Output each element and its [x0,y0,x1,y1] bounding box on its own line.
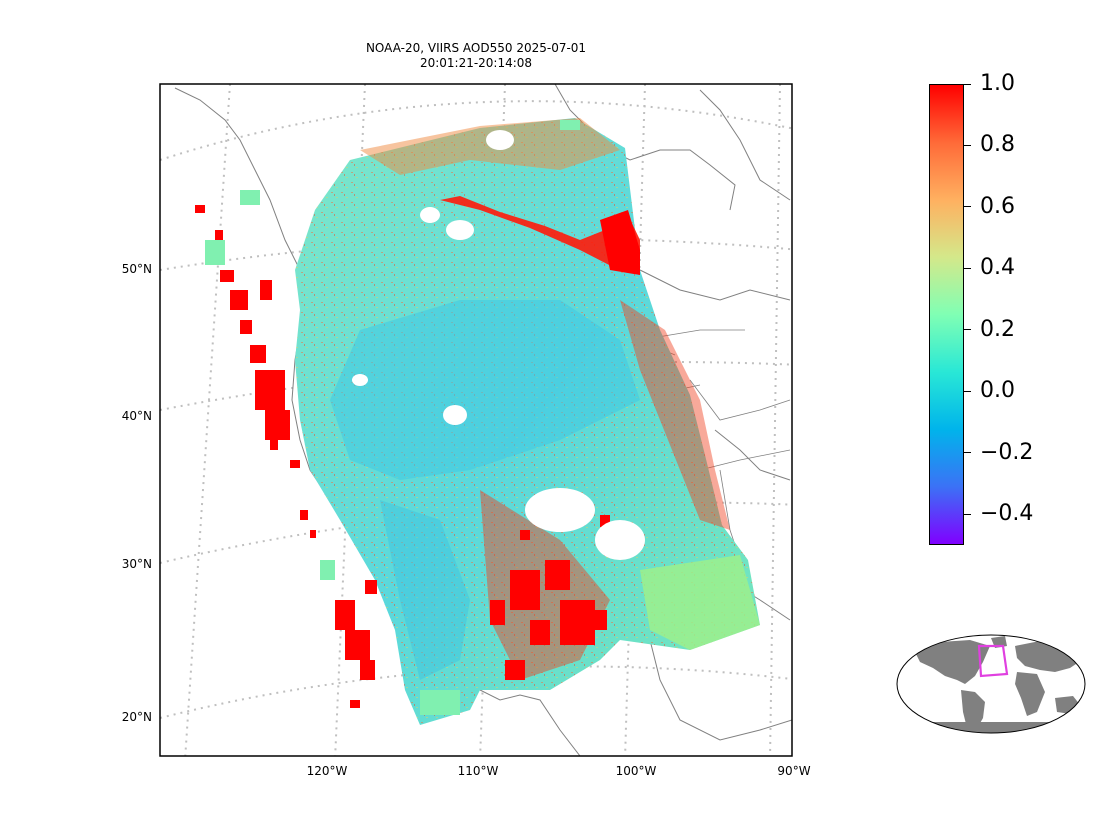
colorbar-tick-label: 0.6 [980,193,1015,219]
lon-label-90w: 90°W [777,764,811,778]
world-inset-map [896,634,1086,734]
aod-swath [195,118,760,725]
colorbar-tick-label: 0.8 [980,132,1015,158]
texas-retrievals [490,515,610,680]
map-body [160,84,792,756]
colorbar-tick [964,513,971,515]
title-line-2: 20:01:21-20:14:08 [419,56,533,70]
colorbar-tick-label: 0.4 [980,255,1015,281]
lat-label-30n: 30°N [121,557,152,571]
colorbar-tick-label: 1.0 [980,71,1015,96]
inset-highlight-box [977,644,1009,678]
colorbar-tick-label: −0.2 [980,439,1034,465]
retrieval-gaps [352,130,645,560]
figure-title: NOAA-20, VIIRS AOD550 2025-07-01 20:01:2… [300,41,652,71]
colorbar-tick [964,206,971,208]
colorbar-tick-label: 0.2 [980,316,1015,342]
colorbar-tick [964,452,971,454]
colorbar-tick [964,329,971,331]
colorbar-tick [964,144,971,146]
lon-label-110w: 110°W [457,764,499,778]
lat-label-50n: 50°N [121,262,152,276]
lon-label-120w: 120°W [306,764,348,778]
pacific-retrievals [195,205,377,708]
colorbar-tick [964,83,971,85]
lon-label-100w: 100°W [615,764,657,778]
map-frame [159,83,793,757]
lat-label-20n: 20°N [121,710,152,724]
pacific-retrievals-light [205,120,580,715]
colorbar-tick [964,267,971,269]
title-line-1: NOAA-20, VIIRS AOD550 2025-07-01 [365,41,587,55]
colorbar-tick-label: 0.0 [980,378,1015,404]
lat-label-40n: 40°N [121,409,152,423]
colorbar [929,84,964,545]
colorbar-tick-label: −0.4 [980,501,1034,527]
colorbar-tick [964,390,971,392]
